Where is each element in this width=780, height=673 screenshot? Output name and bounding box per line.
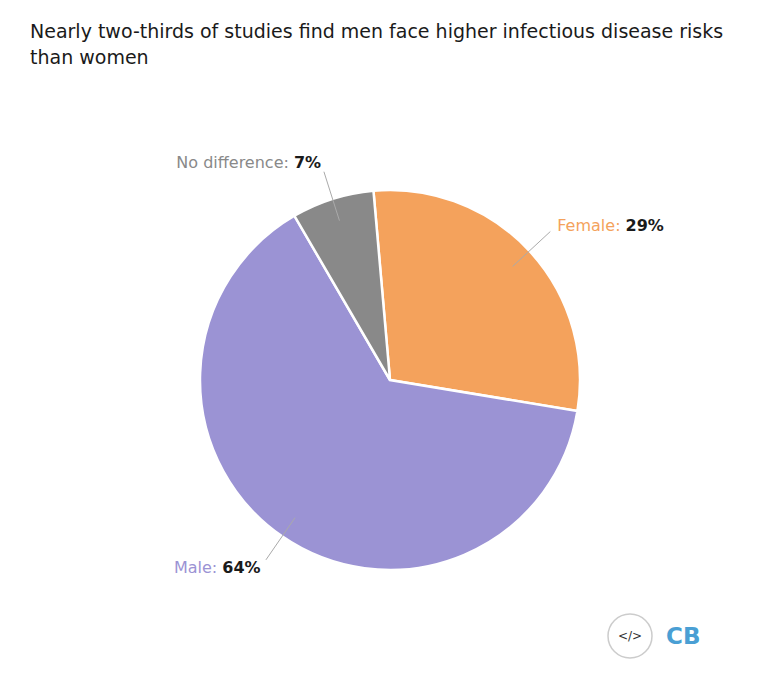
chart: Nearly two-thirds of studies find men fa… — [0, 0, 780, 673]
labels: Female: 29% Male: 64% No difference: 7% — [174, 153, 664, 577]
slice-label: Male: 64% — [174, 558, 261, 577]
slice — [373, 190, 580, 411]
title: Nearly two-thirds of studies find men fa… — [30, 20, 729, 68]
pie — [200, 190, 580, 570]
title-line: Nearly two-thirds of studies find men fa… — [30, 20, 729, 42]
slice-value: 29% — [626, 216, 664, 235]
slice-category: No difference: — [176, 153, 289, 172]
slice — [294, 191, 390, 380]
slice-value: 64% — [222, 558, 260, 577]
slice-value: 7% — [294, 153, 321, 172]
leader-line — [266, 518, 295, 560]
slice — [200, 216, 577, 570]
logo: </> CB — [608, 614, 700, 658]
slice-category: Female: — [557, 216, 620, 235]
slice-category: Male: — [174, 558, 217, 577]
slice-label: Female: 29% — [557, 216, 664, 235]
slice-label: No difference: 7% — [176, 153, 321, 172]
leader-line — [324, 172, 340, 221]
title-line: than women — [30, 46, 149, 68]
logo-circle — [608, 614, 652, 658]
leader-line — [513, 232, 551, 267]
annotation: CB — [666, 623, 700, 649]
annotation: </> — [618, 629, 642, 643]
